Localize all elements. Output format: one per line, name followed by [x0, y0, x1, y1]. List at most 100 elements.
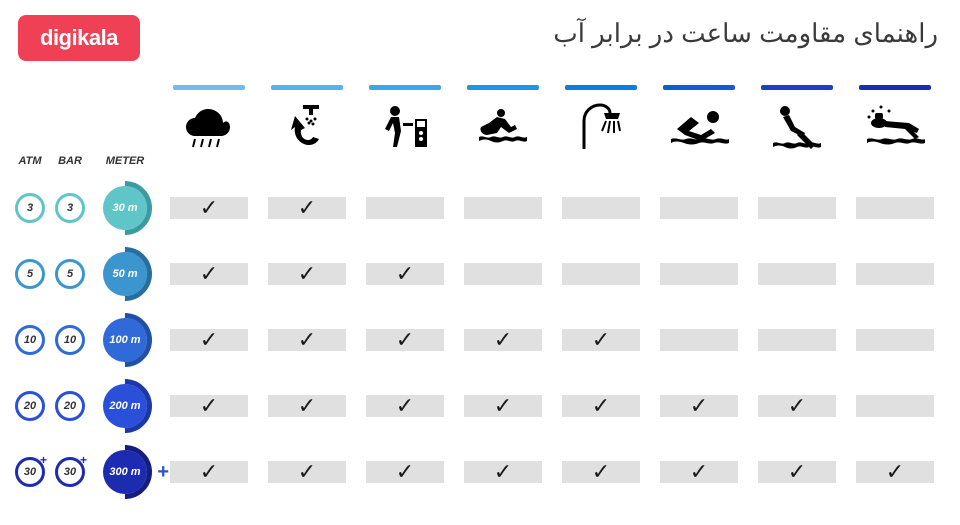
check-cell: ✓ — [660, 461, 738, 483]
table-row: 1010100 m✓✓✓✓✓ — [10, 307, 950, 373]
unit-badge: 20 — [15, 391, 45, 421]
activity-bar — [761, 85, 833, 90]
check-cell: ✓ — [562, 329, 640, 351]
unit-badge: 3 — [15, 193, 45, 223]
check-cell: ✓ — [562, 461, 640, 483]
meter-badge: 300 m+ — [103, 450, 147, 494]
hdr-meter: METER — [90, 155, 160, 175]
page-title: راهنمای مقاومت ساعت در برابر آب — [553, 18, 938, 49]
activity-dive — [748, 85, 846, 175]
check-icon: ✓ — [298, 329, 316, 351]
check-icon: ✓ — [396, 395, 414, 417]
check-icon: ✓ — [886, 461, 904, 483]
check-icon: ✓ — [592, 461, 610, 483]
swim-icon — [668, 98, 730, 154]
table-row: 33 30 m ✓ ✓ — [10, 175, 950, 241]
check-icon: ✓ — [200, 197, 218, 219]
check-cell — [856, 329, 934, 351]
check-cell: ✓ — [758, 395, 836, 417]
check-icon: ✓ — [494, 395, 512, 417]
activity-jetski — [454, 85, 552, 175]
check-icon: ✓ — [592, 329, 610, 351]
check-icon: ✓ — [298, 395, 316, 417]
check-cell: ✓ — [170, 329, 248, 351]
check-cell: ✓ — [366, 461, 444, 483]
dive-icon — [766, 98, 828, 154]
check-cell — [562, 197, 640, 219]
check-cell: ✓ — [170, 461, 248, 483]
unit-badge: 30+ — [55, 457, 85, 487]
table-row: 5550 m✓✓✓ — [10, 241, 950, 307]
wash-icon — [276, 98, 338, 154]
check-icon: ✓ — [494, 329, 512, 351]
check-icon: ✓ — [396, 461, 414, 483]
header-row: ATM BAR METER — [10, 85, 950, 175]
check-cell — [758, 329, 836, 351]
check-icon: ✓ — [396, 329, 414, 351]
activity-wash — [258, 85, 356, 175]
rain-icon — [178, 98, 240, 154]
check-cell: ✓ — [268, 263, 346, 285]
check-cell — [464, 263, 542, 285]
shower-icon — [570, 98, 632, 154]
unit-badge: 3 — [55, 193, 85, 223]
unit-badge: 30+ — [15, 457, 45, 487]
check-cell — [856, 395, 934, 417]
jetski-icon — [472, 98, 534, 154]
check-cell: ✓ — [464, 329, 542, 351]
scuba-icon — [864, 98, 926, 154]
check-cell: ✓ — [268, 197, 346, 219]
resistance-table: ATM BAR METER 3330 m✓✓5550 m✓✓✓1010100 m… — [10, 85, 950, 505]
check-cell — [758, 263, 836, 285]
check-icon: ✓ — [298, 461, 316, 483]
work-icon — [374, 98, 436, 154]
activity-bar — [663, 85, 735, 90]
activity-shower — [552, 85, 650, 175]
check-cell — [562, 263, 640, 285]
activity-swim — [650, 85, 748, 175]
activity-bar — [173, 85, 245, 90]
check-cell: ✓ — [366, 395, 444, 417]
meter-badge: 100 m — [103, 318, 147, 362]
check-cell: ✓ — [268, 461, 346, 483]
check-cell — [366, 197, 444, 219]
activity-work — [356, 85, 454, 175]
unit-badge: 5 — [55, 259, 85, 289]
check-cell — [660, 329, 738, 351]
check-cell: ✓ — [366, 263, 444, 285]
check-cell: ✓ — [170, 197, 248, 219]
check-icon: ✓ — [298, 197, 316, 219]
check-cell: ✓ — [366, 329, 444, 351]
check-icon: ✓ — [200, 329, 218, 351]
check-cell — [660, 263, 738, 285]
check-cell: ✓ — [268, 395, 346, 417]
table-row: 30+ 30+ 300 m+ ✓ ✓ ✓ ✓ ✓ ✓ ✓ ✓ — [10, 439, 950, 505]
activity-scuba — [846, 85, 944, 175]
check-cell: ✓ — [562, 395, 640, 417]
check-cell — [856, 197, 934, 219]
check-cell: ✓ — [170, 395, 248, 417]
hdr-bar: BAR — [50, 155, 90, 175]
logo-badge: digikala — [18, 15, 140, 61]
check-icon: ✓ — [200, 263, 218, 285]
activity-bar — [859, 85, 931, 90]
meter-badge: 30 m — [103, 186, 147, 230]
check-icon: ✓ — [200, 395, 218, 417]
hdr-atm: ATM — [10, 155, 50, 175]
table-row: 2020200 m✓✓✓✓✓✓✓ — [10, 373, 950, 439]
check-cell: ✓ — [170, 263, 248, 285]
unit-badge: 10 — [55, 325, 85, 355]
activity-bar — [467, 85, 539, 90]
activity-bar — [565, 85, 637, 90]
check-icon: ✓ — [690, 395, 708, 417]
unit-badge: 20 — [55, 391, 85, 421]
check-cell — [856, 263, 934, 285]
check-icon: ✓ — [200, 461, 218, 483]
check-cell: ✓ — [464, 461, 542, 483]
check-icon: ✓ — [396, 263, 414, 285]
check-cell: ✓ — [660, 395, 738, 417]
check-cell: ✓ — [856, 461, 934, 483]
check-cell: ✓ — [758, 461, 836, 483]
check-icon: ✓ — [788, 461, 806, 483]
activity-rain — [160, 85, 258, 175]
